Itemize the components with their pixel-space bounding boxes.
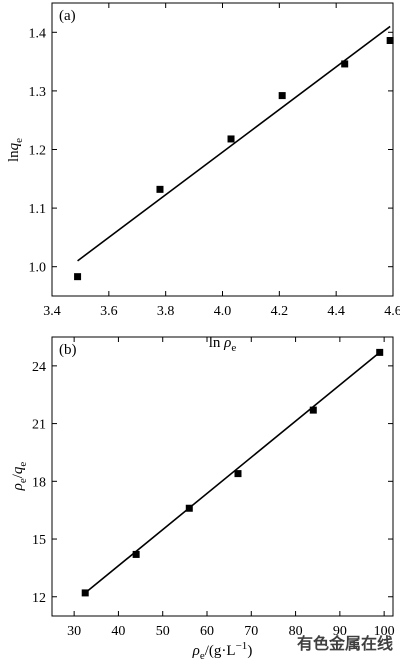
data-point	[81, 589, 89, 597]
watermark: 有色金属在线	[297, 634, 393, 653]
x-tick-label: 4.0	[214, 304, 232, 319]
y-axis-title-subscript-2: e	[17, 462, 29, 467]
y-tick-label: 1.2	[29, 144, 47, 159]
panel-label: (b)	[59, 342, 77, 358]
x-axis-title: ρe/(g·L−1)	[192, 640, 253, 659]
y-tick-label: 24	[32, 360, 46, 375]
x-tick-label: 50	[156, 624, 170, 639]
panel-a-chart: (a) 3.4 3.6 3.8 4.0 4.2 4.4 4.6 1.0 1.1 1.2 1.3 1.4 l…	[6, 2, 400, 354]
x-axis-title-subscript: e	[231, 342, 236, 354]
data-point	[74, 273, 82, 281]
y-tick-label: 1.1	[29, 202, 47, 217]
x-tick-label: 90	[333, 624, 347, 639]
y-axis-title-symbol: q	[6, 142, 22, 150]
data-point	[227, 135, 235, 143]
y-tick-label: 12	[32, 591, 46, 606]
fit-line	[77, 25, 391, 262]
x-tick-label: 70	[244, 624, 258, 639]
x-tick-label: 3.4	[43, 304, 61, 319]
x-axis-title-unit: /(g·L	[205, 643, 236, 659]
data-point	[309, 406, 317, 414]
data-point	[341, 60, 349, 68]
x-tick-label: 80	[289, 624, 303, 639]
y-axis-title-subscript: e	[17, 478, 29, 483]
x-axis-title-symbol: ρ	[223, 335, 231, 351]
x-axis-title-symbol: ρ	[192, 643, 200, 659]
x-tick-label: 4.6	[384, 304, 400, 319]
y-axis-title: ρe/qe	[10, 462, 29, 492]
x-tick-label: 100	[374, 624, 395, 639]
plot-frame	[51, 2, 394, 297]
y-axis-title: lnqe	[6, 138, 25, 162]
y-axis-title-symbol: ρ	[10, 483, 26, 491]
fit-line	[84, 351, 381, 594]
y-tick-label: 1.4	[29, 26, 47, 41]
plot-frame	[51, 336, 394, 617]
data-point	[132, 550, 140, 558]
y-tick-label: 1.3	[29, 85, 47, 100]
y-tick-label: 21	[32, 418, 46, 433]
x-axis-title-part: ln	[209, 335, 224, 351]
data-point	[156, 185, 164, 193]
data-point	[185, 504, 193, 512]
x-tick-label: 3.8	[157, 304, 175, 319]
x-tick-label: 30	[67, 624, 81, 639]
data-point	[386, 37, 394, 45]
data-point	[234, 470, 242, 478]
panel-label: (a)	[59, 8, 76, 24]
x-tick-label: 4.4	[327, 304, 345, 319]
y-tick-label: 1.0	[29, 261, 47, 276]
panel-b-chart: (b)30 40 50 60 70 80 90 1001215182124ρe/(g·L−1)…	[10, 336, 395, 659]
x-tick-label: 40	[111, 624, 125, 639]
y-axis-title-part: ln	[6, 150, 22, 162]
y-axis-title-slash: /	[10, 473, 26, 478]
data-point	[278, 92, 286, 100]
y-axis-title-symbol-2: q	[10, 466, 26, 474]
y-axis-title-subscript: e	[13, 138, 25, 143]
y-tick-label: 15	[32, 533, 46, 548]
y-tick-label: 18	[32, 475, 46, 490]
x-tick-label: 60	[200, 624, 214, 639]
x-axis-title: ln ρe	[209, 335, 237, 354]
x-tick-label: 3.6	[100, 304, 118, 319]
x-tick-label: 4.2	[271, 304, 289, 319]
data-point	[376, 348, 384, 356]
x-axis-title-subscript: e	[200, 650, 205, 659]
x-axis-title-superscript: −1	[236, 640, 248, 652]
x-axis-title-unit-end: )	[247, 643, 252, 659]
